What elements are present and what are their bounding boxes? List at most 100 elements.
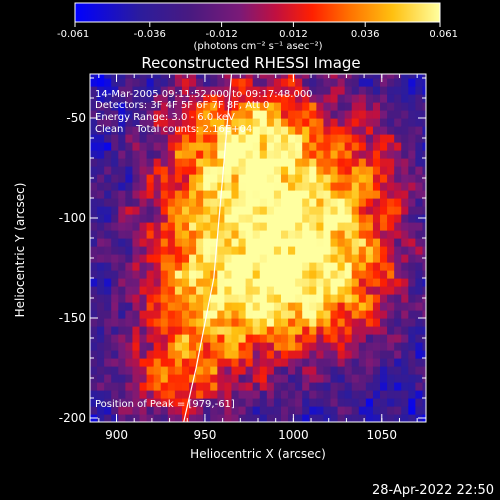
heatmap-cell <box>401 158 409 167</box>
heatmap-cell <box>139 374 148 383</box>
heatmap-cell <box>380 270 388 279</box>
heatmap-cell <box>337 246 346 255</box>
annotation-clean: Clean Total counts: 2.16E+04 <box>95 124 252 135</box>
heatmap-cell <box>252 78 261 87</box>
heatmap-cell <box>337 150 346 159</box>
heatmap-cell <box>387 414 395 422</box>
heatmap-cell <box>280 214 289 223</box>
heatmap-cell <box>280 126 289 135</box>
heatmap-cell <box>167 374 176 383</box>
heatmap-cell <box>245 302 254 311</box>
heatmap-cell <box>167 230 176 239</box>
heatmap-cell <box>153 134 162 143</box>
heatmap-cell <box>174 398 183 407</box>
heatmap-cell <box>160 302 169 311</box>
heatmap-cell <box>408 86 416 95</box>
x-tick-label: 1050 <box>367 428 398 442</box>
heatmap-cell <box>238 270 247 279</box>
heatmap-cell <box>266 270 275 279</box>
heatmap-cell <box>203 198 211 207</box>
heatmap-cell <box>231 398 240 407</box>
heatmap-cell <box>111 198 119 207</box>
heatmap-cell <box>238 222 247 231</box>
heatmap-cell <box>245 134 254 143</box>
heatmap-cell <box>309 334 317 343</box>
heatmap-cell <box>365 150 374 159</box>
heatmap-cell <box>97 158 105 167</box>
heatmap-cell <box>252 398 261 407</box>
heatmap-cell <box>118 118 126 127</box>
heatmap-cell <box>387 174 395 183</box>
heatmap-cell <box>217 270 225 279</box>
heatmap-cell <box>380 254 388 263</box>
heatmap-cell <box>273 74 282 79</box>
heatmap-cell <box>189 286 197 295</box>
axes: 900 950 1000 1050-50-100-150-200 <box>59 74 426 442</box>
heatmap-cell <box>210 78 218 87</box>
heatmap-cell <box>266 302 275 311</box>
heatmap-cell <box>231 74 240 79</box>
heatmap-cell <box>245 102 254 111</box>
heatmap-cell <box>337 342 346 351</box>
heatmap-cell <box>111 286 119 295</box>
heatmap-cell <box>189 334 197 343</box>
heatmap-cell <box>132 246 141 255</box>
heatmap-cell <box>259 326 268 335</box>
heatmap-cell <box>139 134 148 143</box>
heatmap-cell <box>104 158 112 167</box>
heatmap-cell <box>210 214 218 223</box>
heatmap-cell <box>365 94 374 103</box>
heatmap-cell <box>167 222 176 231</box>
heatmap-cell <box>132 134 141 143</box>
heatmap-cell <box>295 390 303 399</box>
heatmap-cell <box>394 406 402 415</box>
heatmap-cell <box>189 166 197 175</box>
heatmap-cell <box>337 302 346 311</box>
heatmap-cell <box>295 142 303 151</box>
heatmap-cell <box>167 214 176 223</box>
heatmap-cell <box>245 182 254 191</box>
y-tick-label: -200 <box>59 411 86 425</box>
heatmap-cell <box>365 174 374 183</box>
heatmap-cell <box>111 74 119 79</box>
heatmap-cell <box>153 118 162 127</box>
heatmap-cell <box>401 254 409 263</box>
heatmap-cell <box>288 414 296 422</box>
heatmap-cell <box>259 174 268 183</box>
heatmap-cell <box>245 142 254 151</box>
heatmap-cell <box>125 350 134 359</box>
heatmap-cell <box>160 78 169 87</box>
heatmap-cell <box>104 230 112 239</box>
heatmap-cell <box>422 406 426 415</box>
heatmap-cell <box>351 406 360 415</box>
heatmap-cell <box>266 350 275 359</box>
heatmap-cell <box>280 254 289 263</box>
heatmap-cell <box>189 254 197 263</box>
heatmap-cell <box>160 262 169 271</box>
heatmap-cell <box>245 230 254 239</box>
heatmap-cell <box>351 270 360 279</box>
heatmap-cell <box>231 414 240 422</box>
heatmap-cell <box>224 294 233 303</box>
heatmap-cell <box>316 382 325 391</box>
heatmap-cell <box>380 222 388 231</box>
heatmap-cell <box>288 78 296 87</box>
heatmap-cell <box>316 150 325 159</box>
heatmap-cell <box>231 174 240 183</box>
heatmap-cell <box>330 278 339 287</box>
heatmap-cell <box>422 74 426 79</box>
heatmap-cell <box>189 86 197 95</box>
heatmap-cell <box>288 254 296 263</box>
heatmap-cell <box>104 262 112 271</box>
heatmap-cell <box>132 126 141 135</box>
heatmap-cell <box>380 230 388 239</box>
heatmap-cell <box>189 74 197 79</box>
heatmap-cell <box>387 246 395 255</box>
heatmap-cell <box>245 214 254 223</box>
heatmap-cell <box>415 350 424 359</box>
heatmap-cell <box>217 174 225 183</box>
heatmap-cell <box>394 238 402 247</box>
heatmap-cell <box>422 118 426 127</box>
heatmap-cell <box>351 294 360 303</box>
heatmap-cell <box>344 102 353 111</box>
